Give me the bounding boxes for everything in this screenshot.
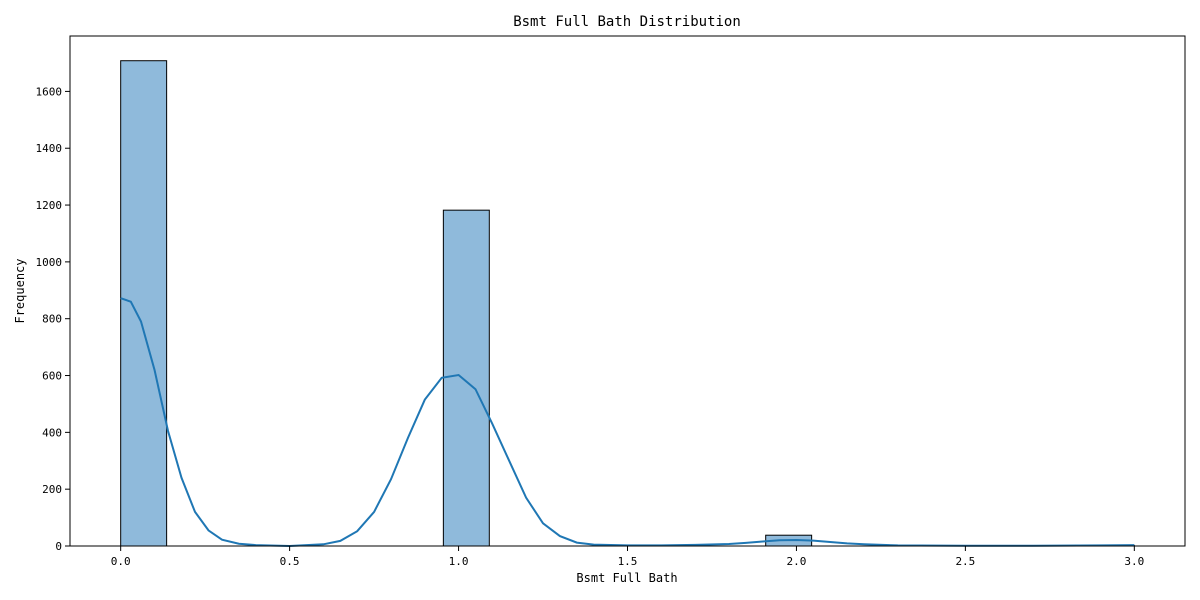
y-tick-label: 1200 (36, 199, 63, 212)
histogram-bar-1 (442, 209, 490, 547)
y-tick-label: 600 (42, 370, 62, 383)
kde-curve (120, 297, 1135, 548)
x-tick-label: 3.0 (1124, 555, 1144, 568)
y-tick-label: 400 (42, 426, 62, 439)
x-tick-label: 1.0 (449, 555, 469, 568)
x-axis-ticks: 0.0 0.5 1.0 1.5 2.0 2.5 3.0 (111, 546, 1144, 568)
y-axis-ticks: 0 200 400 600 800 1000 1200 1400 1600 (36, 85, 70, 553)
y-tick-label: 1400 (36, 142, 63, 155)
chart-title: Bsmt Full Bath Distribution (513, 14, 741, 30)
y-tick-label: 800 (42, 313, 62, 326)
y-tick-label: 1000 (36, 256, 63, 269)
histogram-bar-0 (120, 60, 168, 547)
x-tick-label: 1.5 (618, 555, 638, 568)
y-tick-label: 200 (42, 483, 62, 496)
y-axis-label: Frequency (13, 258, 27, 323)
x-tick-label: 2.0 (787, 555, 807, 568)
x-tick-label: 0.5 (280, 555, 300, 568)
x-axis-label: Bsmt Full Bath (576, 571, 677, 585)
x-tick-label: 0.0 (111, 555, 131, 568)
x-tick-label: 2.5 (955, 555, 975, 568)
bars-group (120, 60, 1135, 547)
y-tick-label: 0 (55, 540, 62, 553)
y-tick-label: 1600 (36, 85, 63, 98)
